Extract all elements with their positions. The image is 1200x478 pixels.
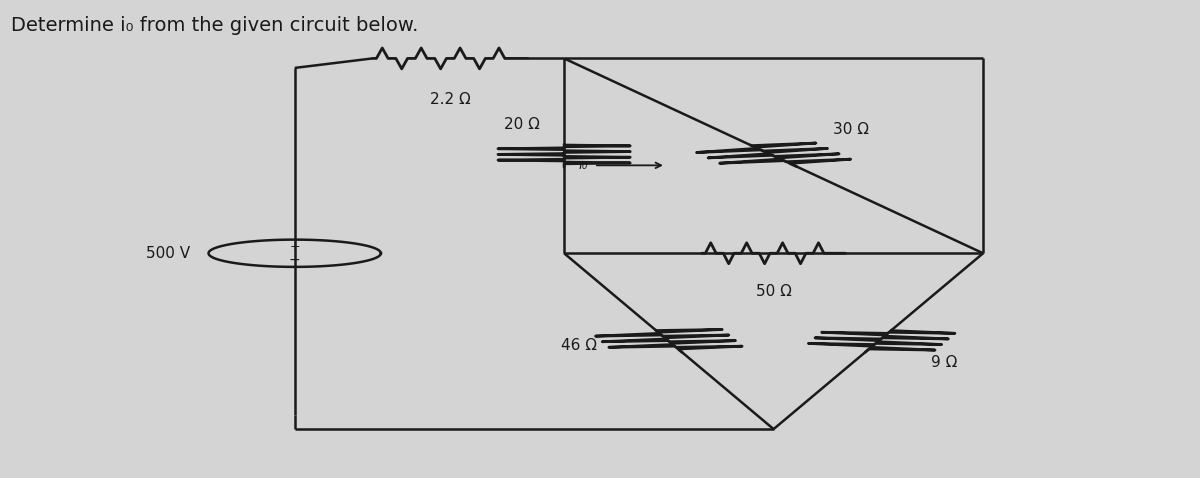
Text: i₀: i₀: [578, 158, 588, 173]
Text: 50 Ω: 50 Ω: [756, 284, 792, 299]
Text: −: −: [289, 253, 300, 267]
Text: +: +: [289, 240, 300, 253]
Text: 2.2 Ω: 2.2 Ω: [430, 92, 470, 107]
Text: 46 Ω: 46 Ω: [562, 338, 598, 353]
Text: 30 Ω: 30 Ω: [834, 122, 870, 137]
Text: 500 V: 500 V: [146, 246, 191, 261]
Text: 9 Ω: 9 Ω: [931, 356, 958, 370]
Text: 20 Ω: 20 Ω: [504, 117, 540, 132]
Text: Determine i₀ from the given circuit below.: Determine i₀ from the given circuit belo…: [11, 16, 419, 34]
